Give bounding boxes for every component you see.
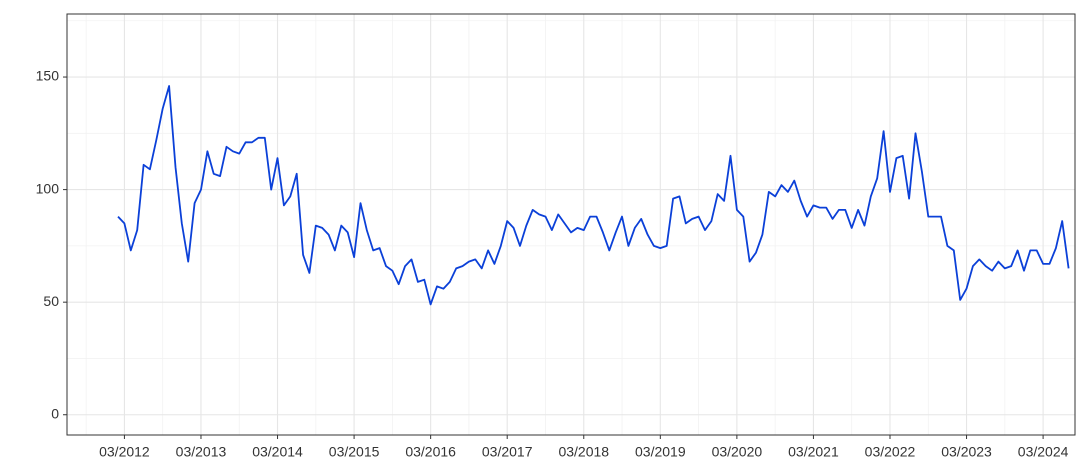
- x-tick-label: 03/2022: [865, 444, 916, 460]
- x-tick-label: 03/2021: [788, 444, 839, 460]
- x-tick-label: 03/2013: [176, 444, 227, 460]
- y-tick-label: 50: [43, 293, 59, 309]
- data-line: [117, 85, 1070, 306]
- x-tick-label: 03/2024: [1018, 444, 1069, 460]
- x-tick-label: 03/2017: [482, 444, 533, 460]
- y-tick-label: 0: [51, 405, 59, 421]
- x-tick-label: 03/2015: [329, 444, 380, 460]
- x-tick-label: 03/2023: [941, 444, 992, 460]
- x-tick-label: 03/2018: [558, 444, 609, 460]
- x-tick-label: 03/2019: [635, 444, 686, 460]
- x-tick-label: 03/2016: [405, 444, 456, 460]
- panel-border: [66, 13, 1076, 436]
- x-tick-label: 03/2012: [99, 444, 150, 460]
- x-tick-label: 03/2014: [252, 444, 303, 460]
- x-tick-label: 03/2020: [712, 444, 763, 460]
- y-tick-label: 150: [36, 68, 60, 84]
- y-tick-label: 100: [36, 180, 60, 196]
